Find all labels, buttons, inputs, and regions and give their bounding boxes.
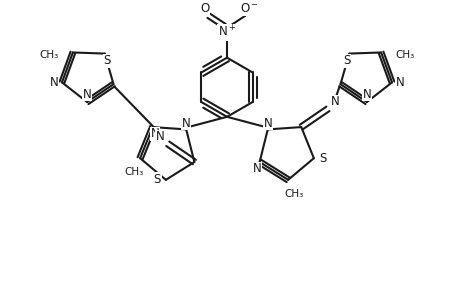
Text: N: N [156, 130, 165, 143]
Text: N: N [83, 88, 91, 101]
Text: N: N [50, 76, 59, 89]
Text: N: N [263, 117, 272, 129]
Text: O: O [200, 2, 209, 15]
Text: S: S [343, 55, 350, 68]
Text: S: S [319, 152, 326, 165]
Text: N$^+$: N$^+$ [218, 25, 236, 40]
Text: CH₃: CH₃ [395, 50, 414, 60]
Text: S: S [153, 173, 161, 186]
Text: N: N [395, 76, 404, 89]
Text: CH₃: CH₃ [124, 167, 144, 177]
Text: N: N [363, 88, 371, 101]
Text: CH₃: CH₃ [40, 50, 59, 60]
Text: N: N [182, 117, 191, 129]
Text: S: S [104, 55, 111, 68]
Text: N: N [331, 95, 340, 108]
Text: O$^-$: O$^-$ [240, 2, 259, 15]
Text: CH₃: CH₃ [284, 189, 304, 199]
Text: N: N [151, 128, 159, 141]
Text: N: N [253, 162, 262, 175]
